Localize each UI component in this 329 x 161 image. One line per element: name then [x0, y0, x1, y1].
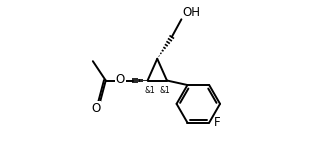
- Text: OH: OH: [182, 5, 200, 19]
- Text: &1: &1: [160, 86, 170, 95]
- Text: &1: &1: [144, 86, 155, 95]
- Text: O: O: [91, 102, 100, 115]
- Text: F: F: [214, 116, 220, 129]
- Text: O: O: [115, 73, 125, 86]
